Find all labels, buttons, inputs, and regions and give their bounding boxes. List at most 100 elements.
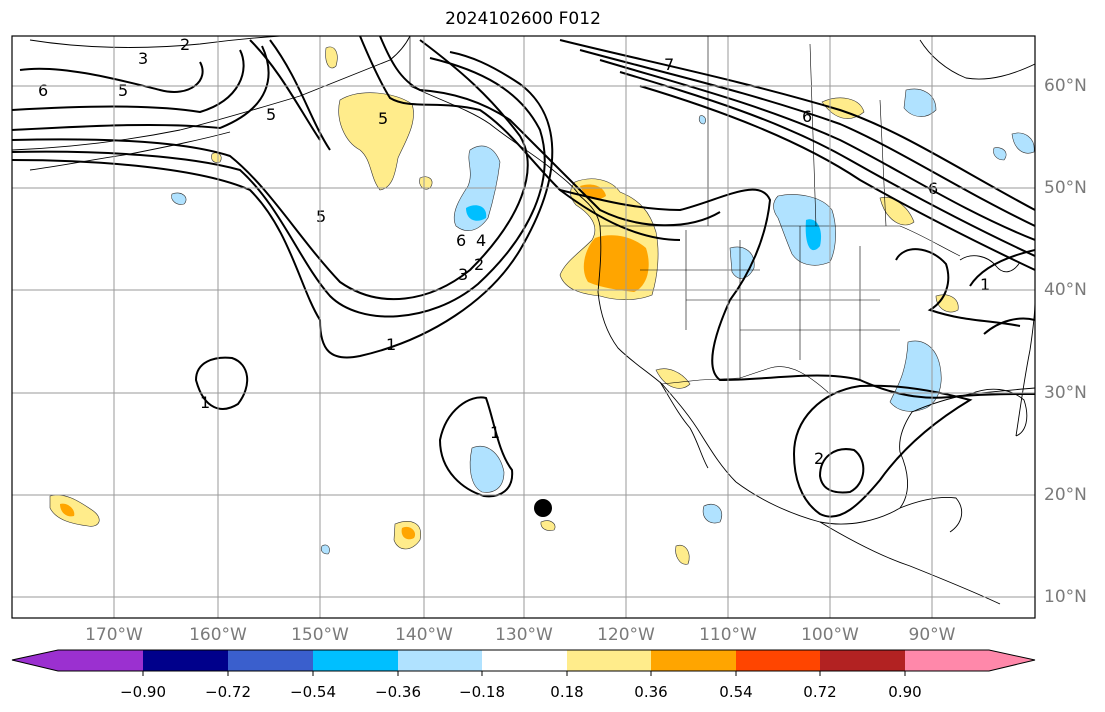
shaded-anomalies [49,46,1035,565]
contour-label: 6 [38,81,48,100]
lat-label: 40°N [1044,280,1087,300]
lon-label: 160°W [189,625,247,645]
colorbar-swatch [398,650,482,671]
contour-subtropical-low [438,396,514,498]
positive-anomaly-canada [821,97,865,119]
colorbar-tick-label: 0.72 [803,683,837,701]
contour-jet-6 [579,49,1035,227]
contour-label: 5 [316,207,326,226]
contour-label: 1 [980,275,990,294]
negative-anomaly-canada-east [903,88,937,117]
contour-jet-3 [639,85,1035,271]
contour-jet-7 [559,39,1035,211]
contour-trough-2 [12,57,546,318]
contour-label: 1 [200,393,210,412]
positive-anomaly-hawaii-west-core [60,503,75,517]
contour-label: 3 [138,49,148,68]
colorbar-ticks [142,671,906,676]
colorbar-swatch [313,650,398,671]
contour-label: 6 [802,107,812,126]
positive-anomaly-pnw-core [583,235,649,292]
contour-west-1 [559,188,1035,399]
yucatan-coast [899,497,963,533]
colorbar-swatch [905,650,989,671]
lon-label: 140°W [395,625,453,645]
central-america-coast [819,521,1001,605]
colorbar-tick-label: −0.72 [205,683,251,701]
negative-anomaly-small [698,115,706,125]
lon-label: 170°W [85,625,143,645]
negative-anomaly-plains-core [805,219,822,251]
colorbar-extend-min [12,650,58,671]
lat-label: 10°N [1044,587,1087,607]
contour-label: 7 [664,55,674,74]
negative-anomaly-rockies [729,246,755,279]
negative-anomaly-plains [773,194,836,266]
lon-label: 150°W [291,625,349,645]
contour-trough-1 [12,51,554,359]
contour-label: 1 [490,423,500,442]
negative-anomaly-canada-east [1011,132,1035,154]
lon-label: 90°W [908,625,956,645]
positive-anomaly-small [419,176,433,190]
lon-label: 110°W [699,625,757,645]
contour-ridge-5 [269,39,331,151]
lat-label: 30°N [1044,383,1087,403]
colorbar [11,649,1036,676]
contour-label: 5 [266,105,276,124]
positive-anomaly-small [325,46,338,69]
lat-label: 20°N [1044,485,1087,505]
colorbar-tick-label: 0.90 [888,683,922,701]
us-states [640,226,900,380]
contour-jet-5 [599,59,1035,241]
colorbar-tick-label: 0.36 [634,683,668,701]
contour-label: 4 [476,231,486,250]
positive-anomaly-hawaii-west [49,494,100,527]
contour-label: 5 [378,109,388,128]
contour-label: 2 [474,255,484,274]
contour-label: 2 [180,35,190,54]
negative-anomaly-small [320,544,330,555]
lat-label: 60°N [1044,76,1087,96]
colorbar-tick-label: 0.18 [550,683,584,701]
political-borders [409,36,961,395]
colorbar-swatch [58,650,143,671]
colorbar-swatch [228,650,313,671]
us-east-coast [1015,299,1035,437]
contour-pnw-5 [359,36,681,241]
positive-anomaly-baja [655,368,691,389]
positive-anomaly-small [540,520,556,531]
colorbar-swatch [567,650,651,671]
colorbar-tick-label: −0.36 [375,683,421,701]
colorbar-swatch [482,650,567,671]
contour-label: 5 [118,81,128,100]
negative-anomaly-small [171,192,187,205]
contour-label: 2 [814,449,824,468]
colorbar-swatch [736,650,820,671]
negative-anomaly-pnw-offshore-core [466,205,487,221]
colorbar-tick-label: −0.54 [290,683,336,701]
positive-anomaly-pacific-core [401,526,416,540]
contour-pnw-4 [379,36,721,227]
contour-east-low [895,248,1021,327]
lon-label: 120°W [597,625,655,645]
negative-anomaly-subtropical [469,446,505,493]
contour-label: 1 [386,335,396,354]
gulf-of-mexico-coast [735,387,1035,525]
contour-5-alaska [12,49,245,114]
colorbar-tick-label: −0.18 [459,683,505,701]
contour-jet-4 [619,71,1035,257]
florida-coast [969,388,1028,437]
alaska-north-coast [29,36,281,48]
canada-west-coast [409,85,601,227]
colorbar-outline [11,649,1036,672]
lon-label: 100°W [801,625,859,645]
contour-4-alaska [12,45,270,131]
map-title: 2024102600 F012 [445,9,601,29]
contour-east-low-2 [983,317,1035,335]
colorbar-extend-max [989,650,1035,671]
negative-anomaly-small [702,503,723,524]
gridlines [12,36,1035,618]
great-lakes [959,255,1021,273]
